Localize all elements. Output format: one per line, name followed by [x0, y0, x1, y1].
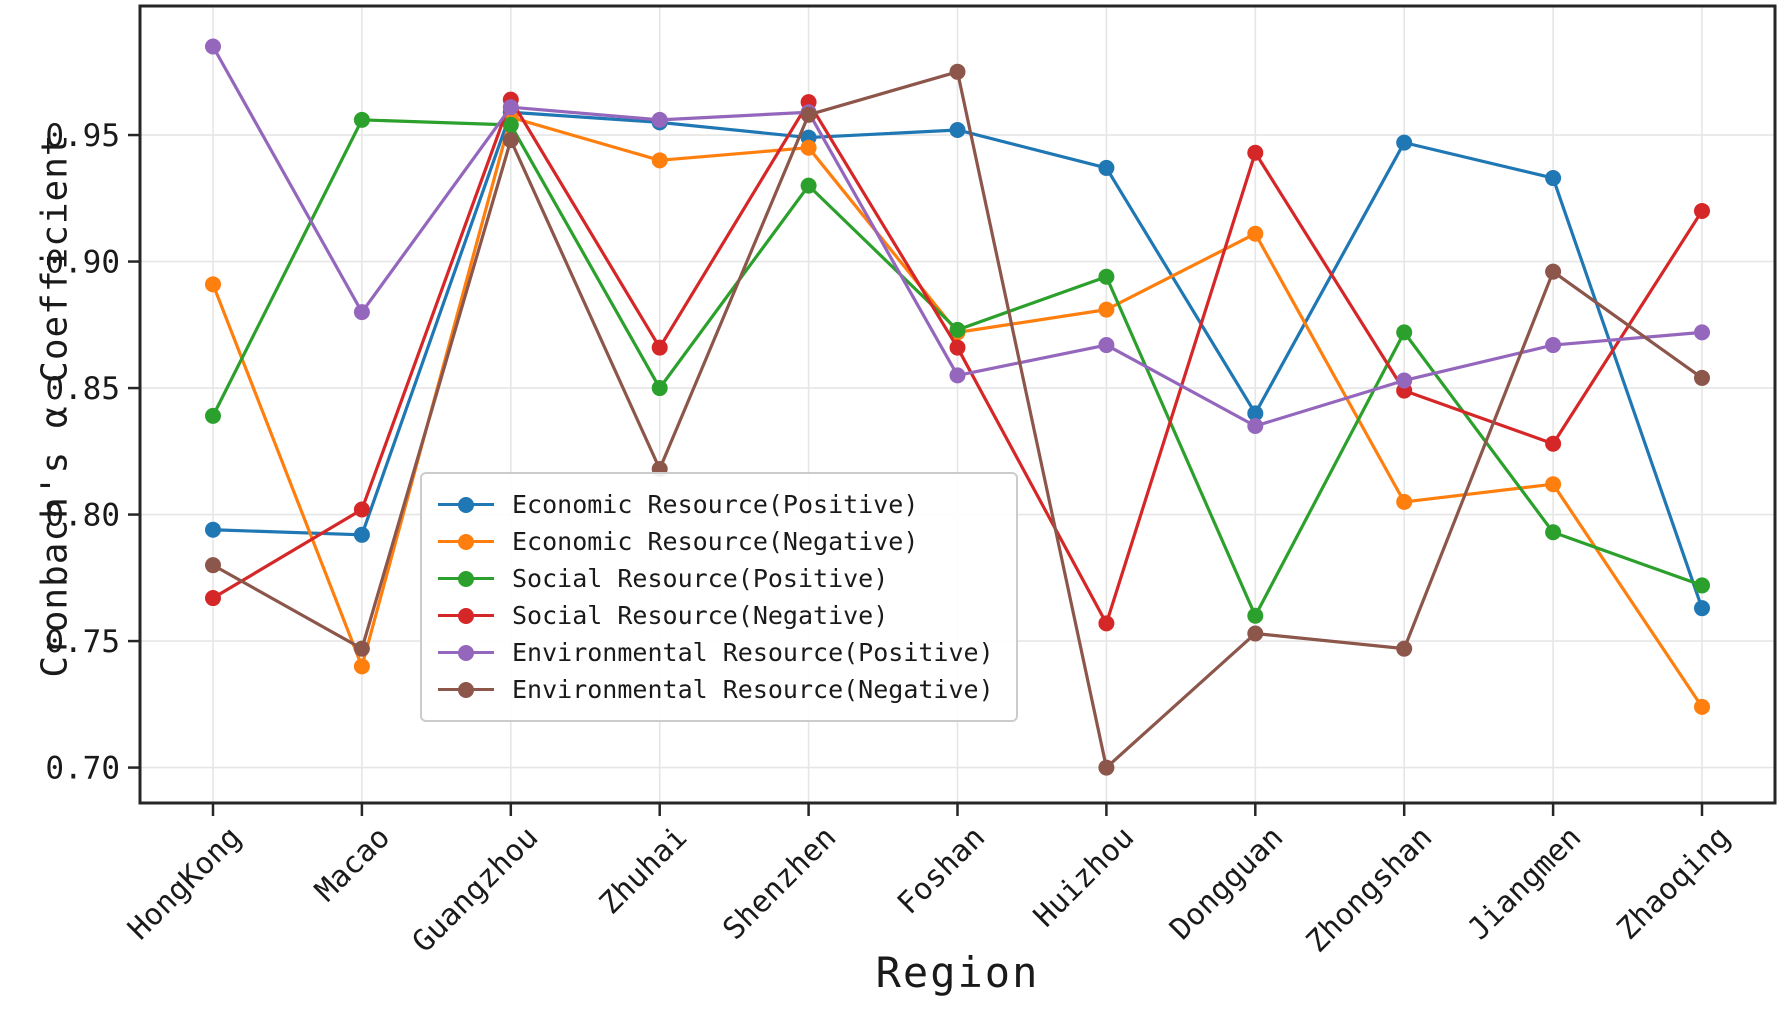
data-point: [800, 139, 817, 156]
legend-item: Social Resource(Positive): [438, 560, 994, 597]
legend-item: Economic Resource(Positive): [438, 486, 994, 523]
data-point: [1098, 337, 1115, 354]
y-tick-label: 0.80: [45, 498, 120, 534]
data-point: [1545, 524, 1562, 541]
legend-item: Environmental Resource(Negative): [438, 671, 994, 708]
legend-dot-icon: [458, 570, 474, 587]
data-point: [1247, 625, 1264, 642]
data-point: [949, 321, 966, 338]
data-point: [1098, 268, 1115, 285]
y-tick-label: 0.75: [45, 624, 120, 660]
data-point: [1247, 607, 1264, 624]
data-point: [1694, 324, 1710, 341]
data-point: [1545, 435, 1562, 452]
legend-label: Economic Resource(Negative): [512, 527, 919, 556]
data-point: [1694, 698, 1710, 715]
data-point: [1694, 202, 1710, 219]
data-point: [1247, 225, 1264, 242]
data-point: [1247, 405, 1264, 422]
data-point: [1545, 337, 1562, 354]
x-axis-title: Region: [875, 948, 1040, 997]
data-point: [353, 640, 370, 657]
data-point: [651, 152, 668, 169]
data-point: [502, 132, 519, 149]
legend-dot-icon: [458, 681, 474, 698]
data-point: [949, 367, 966, 384]
legend-label: Social Resource(Negative): [512, 601, 889, 630]
data-point: [651, 339, 668, 356]
data-point: [1396, 640, 1413, 657]
legend-item: Social Resource(Negative): [438, 597, 994, 634]
data-point: [800, 177, 817, 194]
legend-item: Environmental Resource(Positive): [438, 634, 994, 671]
y-tick-label: 0.90: [45, 245, 120, 281]
data-point: [353, 658, 370, 675]
data-point: [353, 304, 370, 321]
legend-dot-icon: [458, 533, 474, 550]
legend: Economic Resource(Positive) Economic Reso…: [420, 472, 1018, 722]
legend-dot-icon: [458, 607, 474, 624]
data-point: [1396, 324, 1413, 341]
y-axis-title: Cronbach's α Coefficient: [34, 133, 76, 678]
legend-line-marker-icon: [438, 570, 494, 587]
y-tick-label: 0.70: [45, 751, 120, 787]
data-point: [205, 407, 221, 424]
data-point: [1098, 615, 1115, 632]
legend-line-marker-icon: [438, 607, 494, 624]
legend-line-marker-icon: [438, 496, 494, 513]
legend-line-marker-icon: [438, 533, 494, 550]
data-point: [353, 501, 370, 518]
data-point: [205, 557, 221, 574]
data-point: [1694, 577, 1710, 594]
legend-dot-icon: [458, 644, 474, 661]
data-point: [205, 590, 221, 607]
data-point: [949, 121, 966, 138]
data-point: [1247, 418, 1264, 435]
data-point: [1545, 263, 1562, 280]
legend-line-marker-icon: [438, 681, 494, 698]
data-point: [949, 339, 966, 356]
data-point: [1098, 301, 1115, 318]
data-point: [1545, 170, 1562, 187]
data-point: [1545, 476, 1562, 493]
data-point: [1247, 144, 1264, 161]
data-point: [651, 380, 668, 397]
legend-label: Environmental Resource(Positive): [512, 638, 994, 667]
data-point: [205, 38, 221, 55]
data-point: [1396, 134, 1413, 151]
legend-item: Economic Resource(Negative): [438, 523, 994, 560]
data-point: [353, 526, 370, 543]
y-tick-label: 0.85: [45, 371, 120, 407]
legend-line-marker-icon: [438, 644, 494, 661]
data-point: [205, 276, 221, 293]
data-point: [502, 116, 519, 133]
data-point: [502, 99, 519, 116]
data-point: [1098, 759, 1115, 776]
legend-label: Environmental Resource(Negative): [512, 675, 994, 704]
data-point: [800, 106, 817, 123]
legend-dot-icon: [458, 496, 474, 513]
data-point: [651, 111, 668, 128]
y-tick-label: 0.95: [45, 118, 120, 154]
data-point: [1396, 493, 1413, 510]
legend-label: Social Resource(Positive): [512, 564, 889, 593]
data-point: [1396, 372, 1413, 389]
data-point: [1694, 369, 1710, 386]
data-point: [353, 111, 370, 128]
data-point: [1694, 600, 1710, 617]
data-point: [205, 521, 221, 538]
legend-label: Economic Resource(Positive): [512, 490, 919, 519]
data-point: [949, 63, 966, 80]
data-point: [1098, 159, 1115, 176]
